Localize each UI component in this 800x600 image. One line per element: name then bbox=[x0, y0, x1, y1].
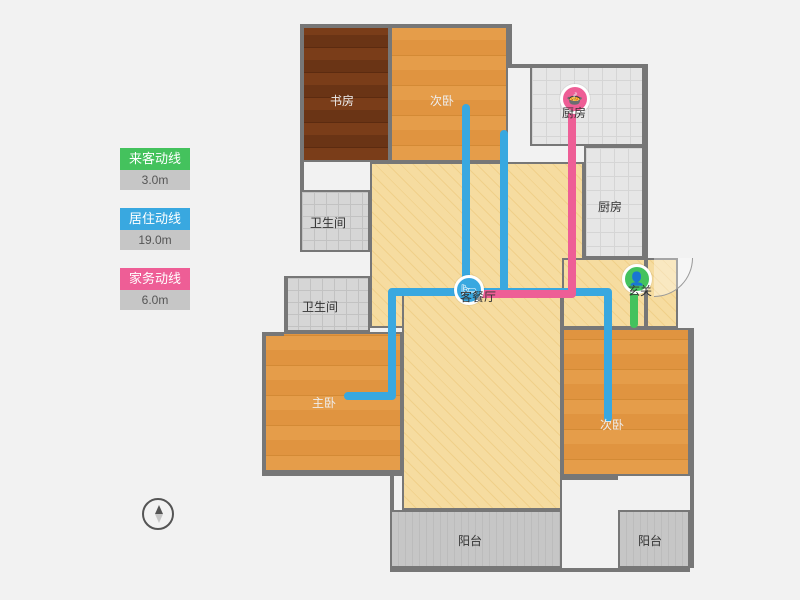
wall-segment bbox=[262, 332, 284, 336]
legend-value-visitor: 3.0m bbox=[120, 170, 190, 190]
wall-segment bbox=[262, 472, 402, 476]
room-label-living: 客餐厅 bbox=[460, 288, 496, 305]
wall-segment bbox=[390, 472, 394, 510]
room-living bbox=[402, 294, 562, 510]
room-label-entrance: 玄关 bbox=[628, 282, 652, 299]
floorplan: 🍲 🛏 👤 书房次卧厨房卫生间卫生间厨房客餐厅玄关主卧次卧阳台阳台 bbox=[262, 24, 712, 578]
entrance-door-arc bbox=[654, 258, 693, 297]
legend-value-chore: 6.0m bbox=[120, 290, 190, 310]
room-label-balcony_r: 阳台 bbox=[638, 532, 662, 549]
wall-segment bbox=[300, 24, 304, 190]
wall-segment bbox=[562, 476, 618, 480]
legend-label-living: 居住动线 bbox=[120, 208, 190, 230]
legend-value-living: 19.0m bbox=[120, 230, 190, 250]
legend-item-chore: 家务动线 6.0m bbox=[120, 268, 190, 310]
legend-item-visitor: 来客动线 3.0m bbox=[120, 148, 190, 190]
room-label-bath_lower: 卫生间 bbox=[302, 298, 338, 315]
room-label-bath_upper: 卫生间 bbox=[310, 214, 346, 231]
room-label-bed_nw: 次卧 bbox=[430, 92, 454, 109]
wall-segment bbox=[508, 64, 644, 68]
wall-segment bbox=[284, 276, 288, 332]
room-label-kitchen_r: 厨房 bbox=[598, 198, 622, 215]
room-label-kitchen_top: 厨房 bbox=[562, 104, 586, 121]
legend: 来客动线 3.0m 居住动线 19.0m 家务动线 6.0m bbox=[120, 148, 190, 328]
compass-icon bbox=[142, 498, 174, 530]
canvas: 来客动线 3.0m 居住动线 19.0m 家务动线 6.0m 🍲 🛏 👤 书房次… bbox=[0, 0, 800, 600]
room-label-balcony_l: 阳台 bbox=[458, 532, 482, 549]
room-label-study: 书房 bbox=[330, 92, 354, 109]
wall-segment bbox=[690, 328, 694, 568]
wall-segment bbox=[390, 568, 690, 572]
room-label-bed_master: 主卧 bbox=[312, 394, 336, 411]
legend-item-living: 居住动线 19.0m bbox=[120, 208, 190, 250]
room-label-bed_se: 次卧 bbox=[600, 416, 624, 433]
legend-label-chore: 家务动线 bbox=[120, 268, 190, 290]
legend-label-visitor: 来客动线 bbox=[120, 148, 190, 170]
wall-segment bbox=[262, 332, 266, 472]
room-bed_se bbox=[562, 328, 690, 476]
wall-segment bbox=[508, 24, 512, 64]
wall-segment bbox=[300, 24, 508, 28]
